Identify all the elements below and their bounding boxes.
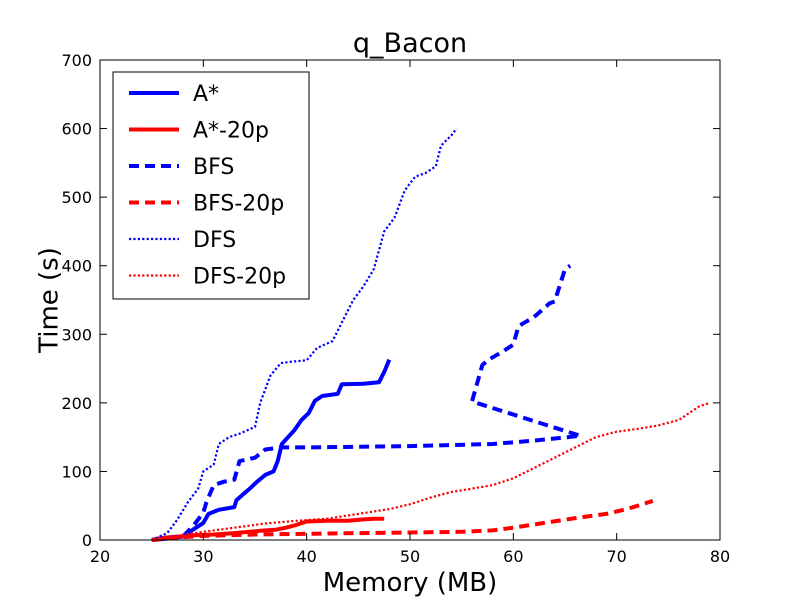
legend-entry-label: DFS <box>193 228 236 253</box>
y-tick-label: 100 <box>61 462 92 481</box>
y-tick-label: 600 <box>61 120 92 139</box>
y-tick-label: 400 <box>61 257 92 276</box>
x-tick-label: 30 <box>193 547 213 566</box>
legend-entry-label: DFS-20p <box>193 265 286 290</box>
y-tick-label: 0 <box>82 531 92 550</box>
legend-entry-label: A*-20p <box>193 119 269 144</box>
series-line-dfs <box>151 127 458 542</box>
y-tick-label: 200 <box>61 394 92 413</box>
y-axis-label: Time (s) <box>35 247 65 354</box>
y-tick-label: 500 <box>61 188 92 207</box>
legend-entry-label: A* <box>193 82 219 107</box>
x-axis-label: Memory (MB) <box>323 568 498 598</box>
series-line-a- <box>151 358 392 542</box>
legend: A* A*-20p BFS BFS-20p DFS DFS-20p <box>112 71 310 300</box>
legend-entry-label: BFS <box>193 155 234 180</box>
y-tick-label: 300 <box>61 325 92 344</box>
series-line-bfs <box>151 264 583 542</box>
legend-box <box>112 71 310 300</box>
x-tick-label: 40 <box>296 547 316 566</box>
series-line-dfs-20p <box>151 401 711 542</box>
x-tick-label: 70 <box>606 547 626 566</box>
x-tick-label: 80 <box>710 547 730 566</box>
x-tick-label: 20 <box>90 547 110 566</box>
chart-title: q_Bacon <box>353 28 467 59</box>
legend-entry-label: BFS-20p <box>193 192 284 217</box>
x-tick-label: 60 <box>503 547 523 566</box>
x-tick-label: 50 <box>400 547 420 566</box>
series-line-bfs-20p <box>151 498 654 542</box>
y-tick-label: 700 <box>61 51 92 70</box>
